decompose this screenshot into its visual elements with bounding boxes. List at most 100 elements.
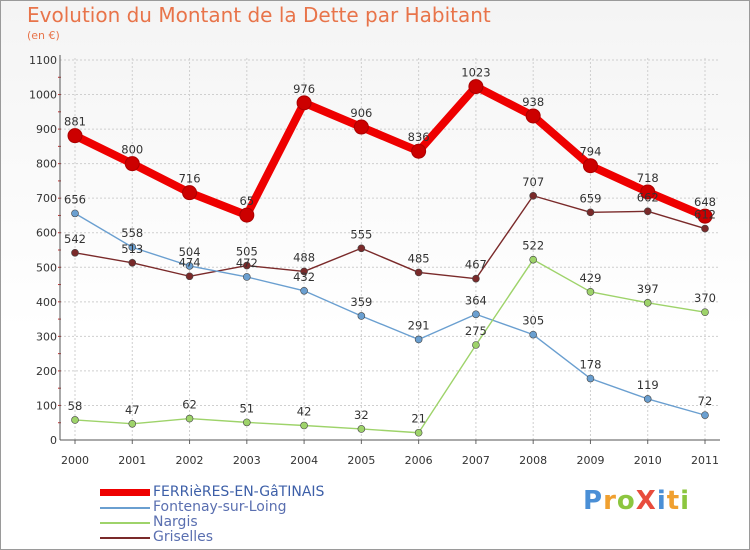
data-label: 938 <box>522 95 544 109</box>
data-point <box>529 191 537 200</box>
data-label: 881 <box>64 115 86 129</box>
data-point <box>67 128 83 144</box>
data-point <box>71 248 79 257</box>
chart-legend: FERRièRES-EN-GâTINAIS Fontenay-sur-Loing N… <box>100 485 400 545</box>
data-point <box>586 287 595 296</box>
logo-letter: t <box>666 486 681 516</box>
x-tick-label: 2003 <box>233 454 261 467</box>
data-label: 32 <box>354 408 369 422</box>
data-point <box>701 308 709 316</box>
data-label: 505 <box>236 245 258 259</box>
data-point <box>643 207 652 216</box>
data-point <box>243 273 251 281</box>
data-label: 72 <box>698 394 713 408</box>
data-point <box>300 267 308 276</box>
data-label: 429 <box>579 271 601 285</box>
y-tick-label: 500 <box>36 261 57 274</box>
data-label: 662 <box>637 190 659 204</box>
data-point <box>185 414 194 423</box>
data-label: 558 <box>121 226 143 240</box>
data-label: 716 <box>179 172 201 186</box>
logo-letter: o <box>616 486 636 516</box>
data-label: 522 <box>522 239 544 253</box>
x-tick-label: 2002 <box>176 454 204 467</box>
series-line-2 <box>74 258 706 434</box>
data-point <box>239 207 255 223</box>
data-label: 612 <box>694 208 716 222</box>
y-tick-label: 1000 <box>29 89 57 102</box>
data-point <box>243 261 251 270</box>
data-point <box>643 299 652 307</box>
x-tick-label: 2007 <box>462 454 490 467</box>
legend-label: Griselles <box>153 529 214 545</box>
logo-letter: P <box>583 486 604 516</box>
legend-item: Griselles <box>100 530 400 545</box>
x-tick-label: 2009 <box>576 454 604 467</box>
data-point <box>586 374 595 383</box>
data-label: 62 <box>182 398 197 412</box>
data-point <box>468 79 484 95</box>
data-point <box>185 272 194 281</box>
legend-item: FERRièRES-EN-GâTINAIS <box>100 485 400 500</box>
data-point <box>296 95 312 111</box>
x-tick-label: 2011 <box>691 454 719 467</box>
data-label: 542 <box>64 232 86 246</box>
data-label: 364 <box>465 293 487 307</box>
data-label: 178 <box>579 358 601 372</box>
y-tick-label: 800 <box>36 158 57 171</box>
legend-label: FERRièRES-EN-GâTINAIS <box>153 484 325 500</box>
data-point <box>472 310 480 319</box>
data-point <box>529 255 537 264</box>
data-label: 488 <box>293 250 315 264</box>
legend-label: Fontenay-sur-Loing <box>153 499 287 515</box>
data-point <box>701 224 709 233</box>
data-label: 432 <box>293 270 315 284</box>
data-point <box>643 395 652 403</box>
data-point <box>71 209 79 218</box>
data-point <box>357 312 366 320</box>
data-point <box>640 184 656 200</box>
x-tick-label: 2000 <box>61 454 89 467</box>
data-point <box>128 243 137 252</box>
data-label: 47 <box>125 403 140 417</box>
data-point <box>357 244 366 253</box>
data-label: 718 <box>637 171 659 185</box>
data-label: 656 <box>64 192 86 206</box>
data-label: 359 <box>350 295 372 309</box>
data-label: 485 <box>408 251 430 265</box>
data-point <box>529 330 537 339</box>
data-label: 119 <box>637 378 659 392</box>
x-tick-label: 2008 <box>519 454 547 467</box>
data-point <box>353 119 369 135</box>
logo-letter: r <box>603 486 617 516</box>
data-point <box>243 418 251 427</box>
y-tick-label: 0 <box>50 434 57 447</box>
legend-item: Fontenay-sur-Loing <box>100 500 400 515</box>
data-label: 976 <box>293 82 315 96</box>
data-label: 51 <box>239 401 254 415</box>
data-label: 555 <box>350 227 372 241</box>
data-point <box>472 341 480 349</box>
data-point <box>128 419 137 428</box>
series-line-1 <box>74 212 706 416</box>
data-point <box>414 268 423 277</box>
data-label: 42 <box>297 404 312 418</box>
data-label: 305 <box>522 314 544 328</box>
data-label: 21 <box>411 412 426 426</box>
data-label: 836 <box>408 130 430 144</box>
data-label: 474 <box>179 255 201 269</box>
data-label: 906 <box>350 106 372 120</box>
data-point <box>300 286 308 295</box>
logo-letter: X <box>635 486 657 516</box>
logo-letter: i <box>680 486 691 516</box>
y-tick-label: 400 <box>36 296 57 309</box>
data-point <box>71 416 79 424</box>
legend-swatch <box>100 537 150 539</box>
data-point <box>414 335 423 344</box>
x-tick-label: 2005 <box>347 454 375 467</box>
proxiti-logo: ProXiti <box>583 486 690 516</box>
legend-swatch <box>100 522 150 524</box>
data-point <box>300 421 308 430</box>
data-point <box>525 108 541 124</box>
data-point <box>411 143 427 159</box>
